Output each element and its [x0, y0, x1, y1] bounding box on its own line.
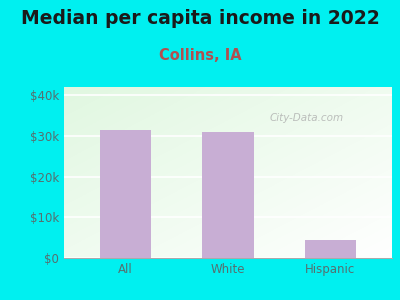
Text: Collins, IA: Collins, IA [159, 48, 241, 63]
Text: City-Data.com: City-Data.com [270, 113, 344, 123]
Bar [305, 240, 356, 258]
Text: Median per capita income in 2022: Median per capita income in 2022 [21, 9, 379, 28]
Bar [202, 132, 254, 258]
Bar [100, 130, 151, 258]
